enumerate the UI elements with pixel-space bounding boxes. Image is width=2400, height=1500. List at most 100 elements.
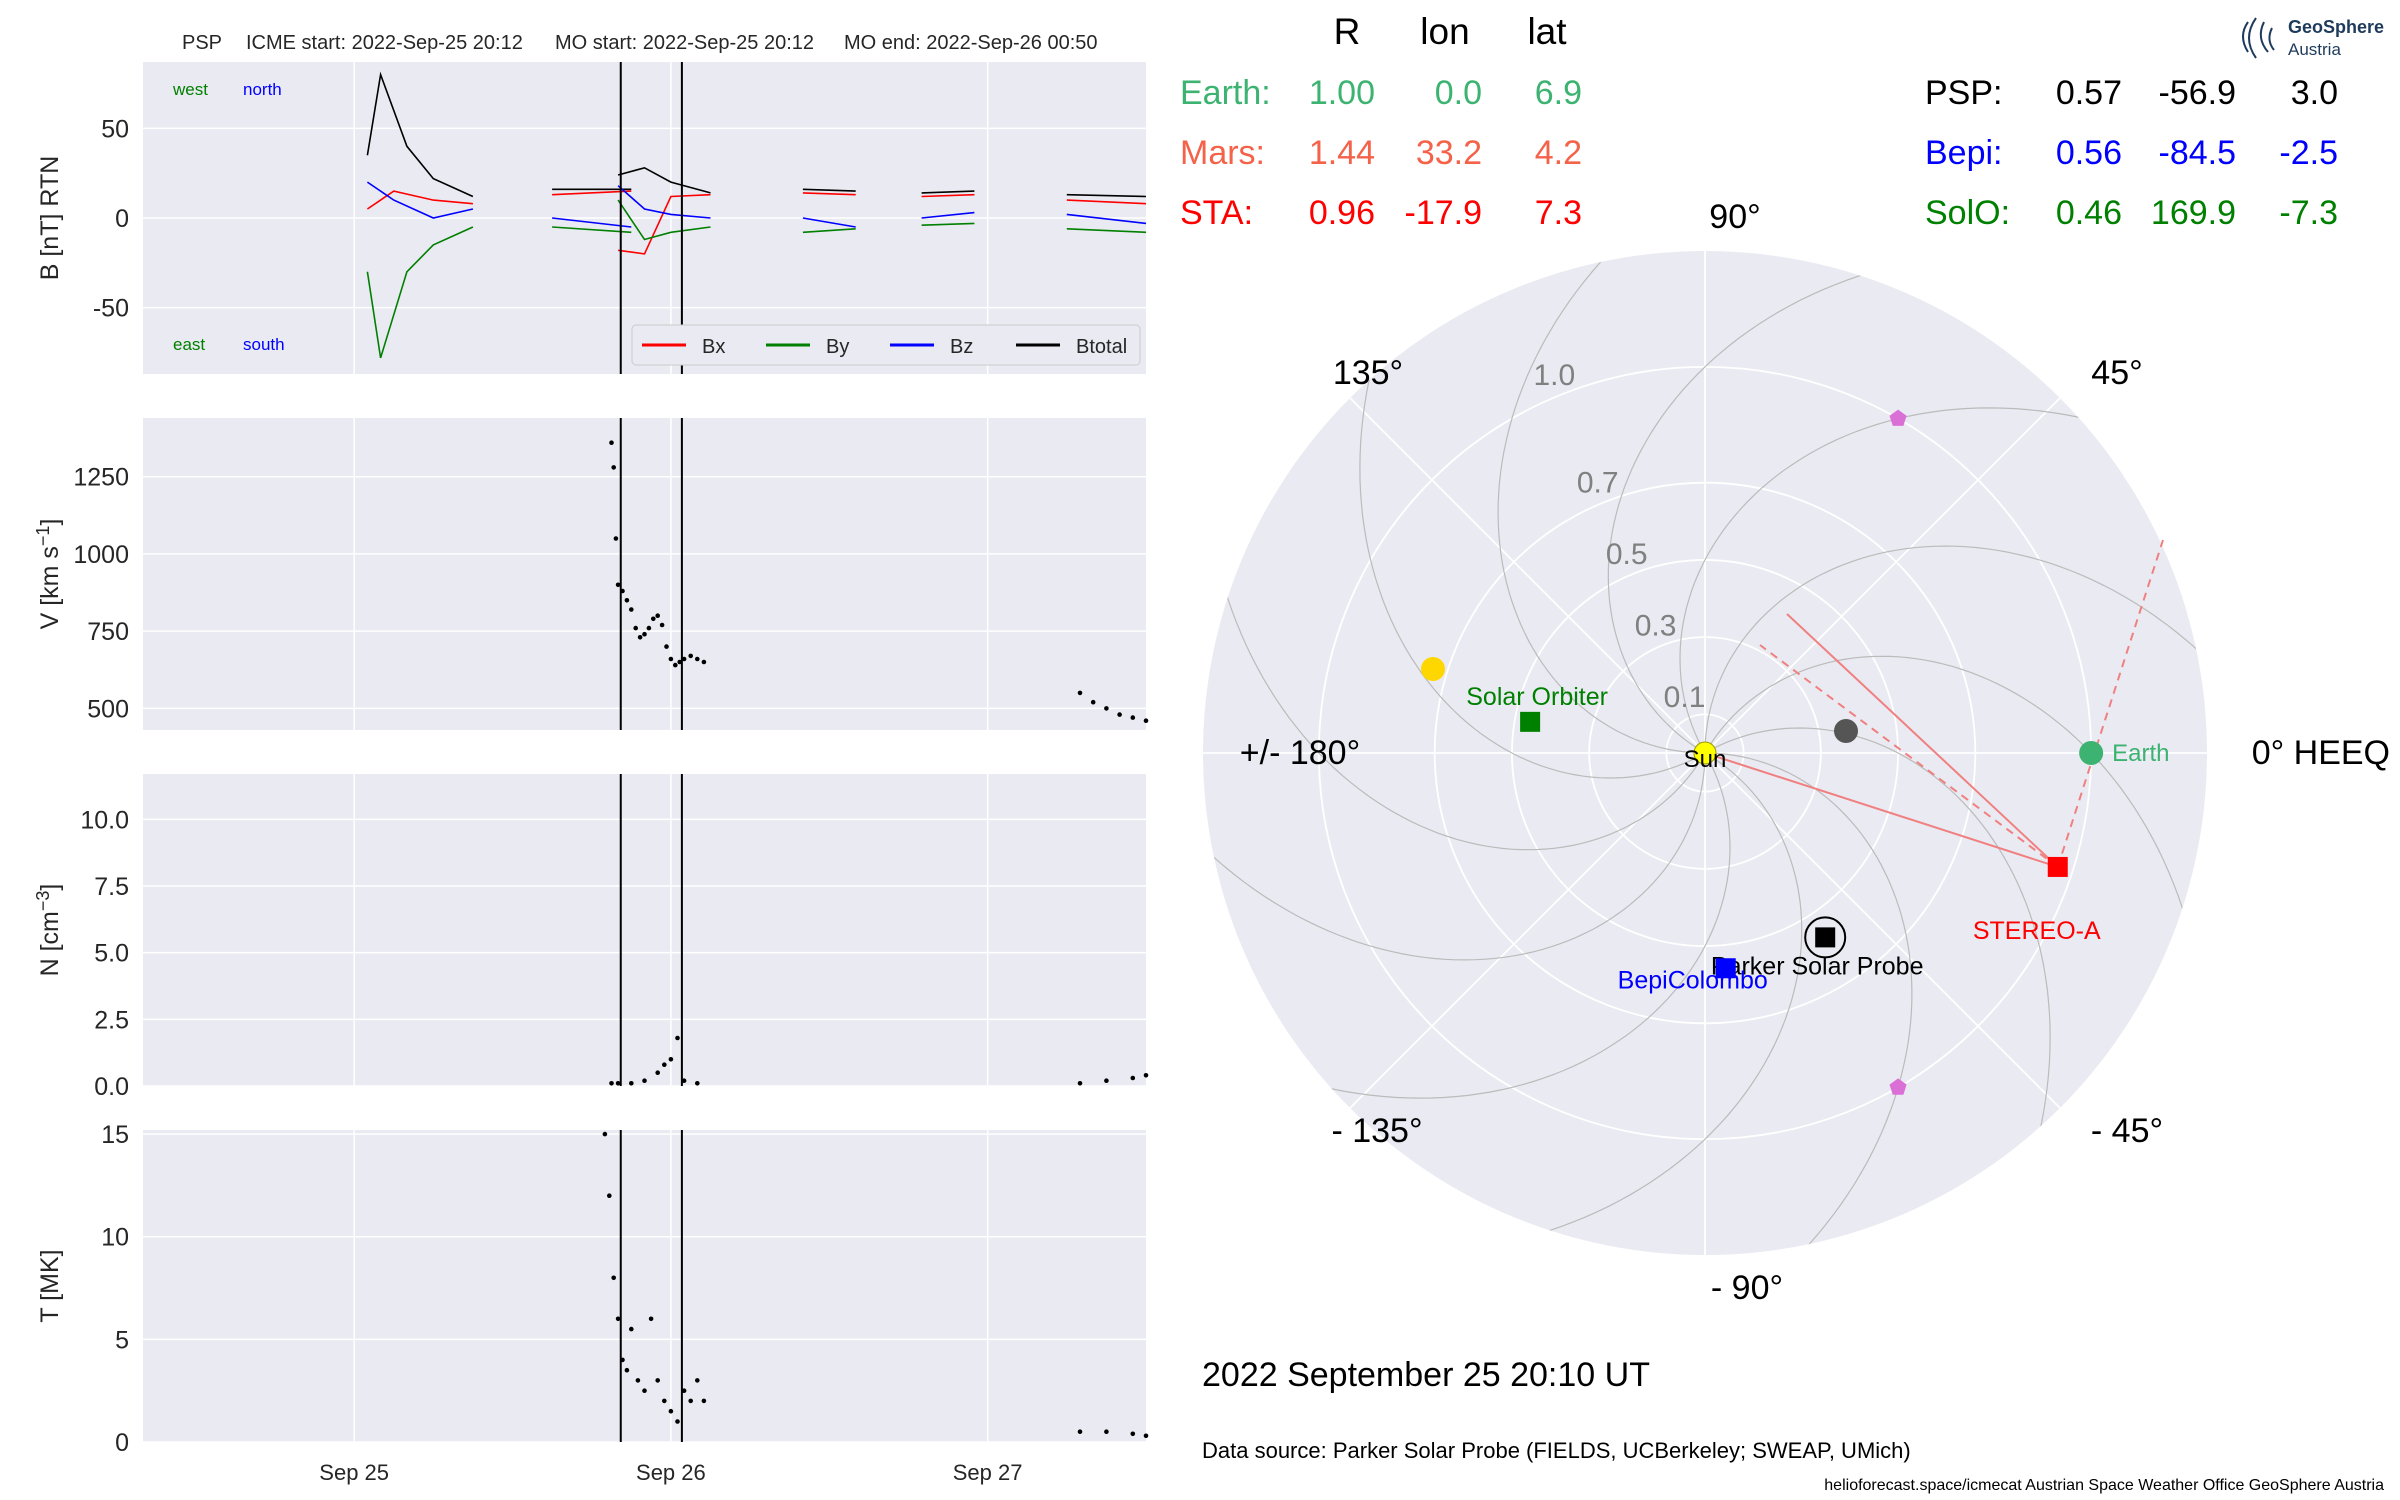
row-lon: 0.0 [1435, 74, 1482, 112]
angle-label: 45° [2091, 354, 2142, 392]
data-point [668, 1408, 674, 1414]
legend: Bx By Bz Btotal [631, 324, 1141, 366]
table-row-sta: STA: 0.96 -17.9 7.3 [1180, 194, 1582, 232]
angle-label: +/- 180° [1240, 734, 1360, 772]
angle-label: 90° [1709, 198, 1760, 236]
data-point [688, 653, 693, 659]
data-point [615, 1316, 621, 1322]
legend-label-btotal: Btotal [1076, 336, 1127, 358]
row-lat: 4.2 [1535, 134, 1582, 172]
venus-marker [1421, 657, 1445, 681]
row-name: Bepi: [1925, 134, 2003, 172]
y-tick-label: 1000 [73, 541, 129, 569]
series-btotal-line [617, 166, 711, 194]
data-point [688, 1398, 693, 1404]
mo-start-label: MO start: 2022-Sep-25 20:12 [555, 32, 814, 54]
y-tick-label: 5 [115, 1326, 129, 1354]
data-point [629, 607, 634, 612]
row-r: 0.57 [2056, 74, 2122, 112]
row-lon: 169.9 [2151, 194, 2236, 232]
radial-tick-label: 0.7 [1577, 466, 1619, 499]
x-tick-label: Sep 26 [636, 1460, 706, 1485]
radial-tick-label: 0.3 [1635, 610, 1677, 643]
data-point [681, 1078, 687, 1083]
data-point [695, 1081, 700, 1086]
y-tick-label: 50 [101, 115, 129, 143]
x-tick-label: Sep 25 [319, 1460, 389, 1485]
legend-label-bx: Bx [702, 336, 725, 358]
data-point [637, 635, 643, 640]
series-bx-line [1066, 199, 1147, 205]
y-tick-label: 750 [87, 618, 129, 646]
data-point [1143, 1433, 1149, 1439]
table-header-r: R [1334, 11, 1361, 52]
data-point [651, 616, 656, 622]
data-point [695, 1378, 700, 1383]
angular-gridline [1704, 752, 2061, 1109]
data-point [635, 1378, 641, 1383]
y-tick-label: 15 [101, 1121, 129, 1149]
data-point [1130, 1431, 1136, 1437]
annotation-south: south [243, 335, 285, 354]
series-btotal-line [366, 71, 474, 198]
data-point [655, 1070, 660, 1075]
angle-label: 135° [1333, 354, 1403, 392]
series-bx-line [921, 193, 975, 198]
series-bz-line [617, 185, 711, 219]
series-by-line [617, 199, 711, 241]
data-point [1104, 1429, 1109, 1434]
table-row-solo: SolO: 0.46 169.9 -7.3 [1925, 194, 2338, 232]
data-point [609, 1081, 614, 1086]
spacecraft-label: PSP [182, 32, 222, 54]
panel-temperature: 15 10 5 0 T [MK] Sep 25 Sep 26 Sep 27 [36, 1121, 1149, 1485]
data-point [624, 1367, 630, 1373]
logo-swirl-icon [2242, 17, 2275, 59]
legend-box [631, 324, 1141, 366]
y-axis-label: N [cm−3] [33, 884, 64, 977]
series-btotal-line [921, 190, 975, 194]
logo-line-1: GeoSphere [2288, 17, 2384, 37]
data-point [673, 662, 678, 668]
y-tick-label: 5.0 [94, 940, 129, 968]
angle-label: - 90° [1711, 1269, 1783, 1307]
data-point [633, 625, 638, 631]
row-lon: -17.9 [1405, 194, 1483, 232]
data-point [668, 656, 674, 662]
data-point [681, 1388, 687, 1393]
data-point [659, 622, 665, 628]
data-point [611, 1275, 616, 1281]
annotation-west: west [172, 80, 208, 99]
data-point [1077, 690, 1083, 696]
row-name: STA: [1180, 194, 1253, 232]
mercury-marker [1834, 719, 1858, 743]
psp-ring [1804, 916, 1847, 959]
data-point [629, 1081, 634, 1086]
series-bx-line [552, 190, 632, 196]
annotation-north: north [243, 80, 282, 99]
series-bz-line [802, 217, 856, 228]
row-lon: -84.5 [2159, 134, 2237, 172]
y-tick-label: 500 [87, 695, 129, 723]
row-r: 1.44 [1309, 134, 1375, 172]
parker-spiral-line [1359, 251, 1706, 779]
data-point [681, 656, 687, 662]
series-by-line [921, 222, 975, 226]
legend-label-by: By [826, 336, 849, 358]
data-point [609, 440, 614, 446]
table-row-bepi: Bepi: 0.56 -84.5 -2.5 [1925, 134, 2338, 172]
radial-gridcircle [1665, 713, 1745, 793]
parker-spiral-line [1203, 419, 1706, 961]
data-point [646, 625, 652, 631]
row-lat: -7.3 [2279, 194, 2338, 232]
data-source-label: Data source: Parker Solar Probe (FIELDS,… [1202, 1438, 1911, 1463]
series-bz-line [1066, 213, 1147, 225]
data-point [701, 1398, 707, 1404]
series-bz-line [921, 211, 975, 219]
parker-spiral-line [1704, 727, 2051, 1255]
y-axis-label: B [nT] RTN [36, 156, 64, 281]
l4-marker [1889, 409, 1907, 426]
data-point [675, 1035, 680, 1041]
